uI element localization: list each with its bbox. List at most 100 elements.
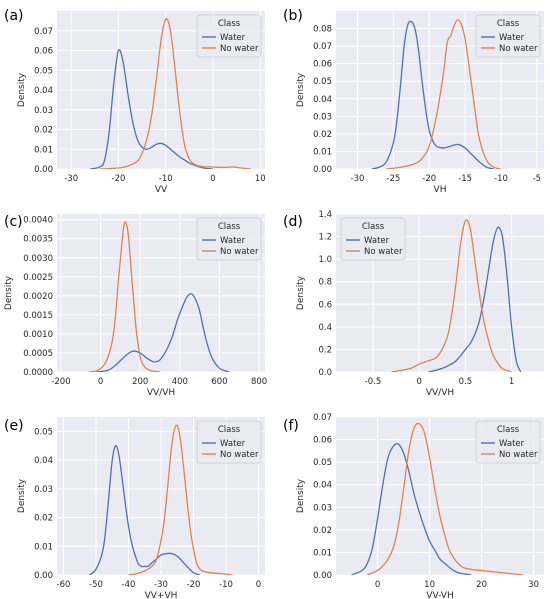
y-tick-label: 0.00 <box>34 165 53 175</box>
x-tick-label: 800 <box>251 377 267 387</box>
x-tick-label: 400 <box>172 377 188 387</box>
y-axis-label: Density <box>17 478 27 513</box>
x-tick-label: -60 <box>57 580 71 590</box>
y-tick-label: 0.02 <box>313 526 332 536</box>
x-tick-label: 1 <box>509 377 514 387</box>
x-axis-label: VV+VH <box>145 591 178 599</box>
density-curve-no-water <box>391 219 512 372</box>
x-axis-label: VV <box>155 185 168 195</box>
panel-label: (b) <box>283 8 303 24</box>
legend-box <box>196 14 262 58</box>
y-tick-label: 0.00 <box>34 571 53 581</box>
y-tick-label: 0.02 <box>34 126 53 136</box>
density-curve-water <box>96 293 230 372</box>
y-tick-label: 0.0 <box>318 368 332 378</box>
x-axis-label: VV/VH <box>426 388 454 398</box>
legend-entry: Water <box>220 33 246 43</box>
legend-entry: No water <box>220 247 259 257</box>
panel-label: (c) <box>4 214 23 230</box>
legend-entry: No water <box>499 44 538 54</box>
x-tick-label: 20 <box>476 580 487 590</box>
panel-label: (d) <box>283 214 303 230</box>
y-tick-label: 0.00 <box>313 571 332 581</box>
x-tick-label: 0 <box>416 377 421 387</box>
y-tick-label: 0.05 <box>313 458 332 468</box>
y-tick-label: 0.0000 <box>23 368 53 378</box>
density-curve-water <box>351 443 472 575</box>
x-tick-label: -15 <box>458 174 472 184</box>
density-curve-no-water <box>128 424 233 575</box>
legend-entry: No water <box>220 450 259 460</box>
density-curve-water <box>89 49 214 169</box>
y-tick-label: 0.06 <box>313 60 332 70</box>
x-tick-label: -30 <box>154 580 168 590</box>
x-tick-label: 0 <box>256 580 261 590</box>
x-tick-label: -30 <box>351 174 365 184</box>
x-tick-label: -30 <box>64 174 78 184</box>
density-curve-water <box>428 226 522 372</box>
legend-title: Class <box>362 222 385 232</box>
legend-title: Class <box>497 19 520 29</box>
density-curve-no-water <box>99 17 251 169</box>
y-tick-label: 0.04 <box>313 95 332 105</box>
legend-entry: No water <box>220 44 259 54</box>
legend-entry: Water <box>364 236 390 246</box>
x-axis-label: VH <box>434 185 447 195</box>
y-axis-label: Density <box>296 478 306 513</box>
x-tick-label: -10 <box>159 174 173 184</box>
legend-title: Class <box>218 222 241 232</box>
legend-title: Class <box>497 425 520 435</box>
x-tick-label: -5 <box>533 174 541 184</box>
density-curve-no-water <box>366 422 524 575</box>
y-tick-label: 0.05 <box>34 66 53 76</box>
y-axis-label: Density <box>296 72 306 107</box>
density-curve-no-water <box>386 19 502 169</box>
x-tick-label: 10 <box>424 580 435 590</box>
x-tick-label: 0 <box>210 174 215 184</box>
y-tick-label: 0.02 <box>313 130 332 140</box>
x-tick-label: 0 <box>98 377 103 387</box>
y-tick-label: 0.04 <box>34 456 53 466</box>
panel-f: 0 10 20 30 0.00 0.01 0.02 0.03 0.04 0.05 0.06 0.07 V… <box>283 413 544 599</box>
x-tick-label: -10 <box>219 580 233 590</box>
y-tick-label: 0.01 <box>34 542 53 552</box>
x-tick-label: -0.5 <box>365 377 382 387</box>
x-tick-label: -20 <box>112 174 126 184</box>
y-axis-label: Density <box>4 275 14 310</box>
y-tick-label: 0.07 <box>313 413 332 423</box>
x-tick-label: 200 <box>132 377 148 387</box>
panel-e: -60 -50 -40 -30 -20 -10 0 0.00 0.01 0.02 0.03 0.04 0… <box>4 417 265 599</box>
y-tick-label: 0.01 <box>34 145 53 155</box>
y-tick-label: 0.08 <box>313 25 332 35</box>
y-tick-label: 0.07 <box>34 27 53 37</box>
y-tick-label: 0.04 <box>34 86 53 96</box>
panel-label: (e) <box>4 418 24 434</box>
y-tick-label: 0.0035 <box>23 235 53 245</box>
y-tick-label: 0.03 <box>34 106 53 116</box>
y-tick-label: 0.8 <box>318 278 332 288</box>
x-tick-label: -25 <box>386 174 400 184</box>
legend-box <box>475 420 541 464</box>
y-tick-label: 0.04 <box>313 481 332 491</box>
legend-entry: No water <box>364 247 403 257</box>
x-axis-label: VV-VH <box>426 591 453 599</box>
y-tick-label: 0.4 <box>318 323 332 333</box>
density-curve-water <box>371 20 494 169</box>
y-tick-label: 0.03 <box>34 485 53 495</box>
legend-entry: Water <box>220 439 246 449</box>
panel-b: -30 -25 -20 -15 -10 -5 0.00 0.01 0.02 0.03 0.04 0.0… <box>283 8 544 195</box>
y-tick-label: 0.05 <box>34 427 53 437</box>
y-tick-label: 1.2 <box>318 233 332 243</box>
y-tick-label: 0.01 <box>313 147 332 157</box>
legend-entry: Water <box>499 439 525 449</box>
legend-box <box>475 14 541 58</box>
y-tick-label: 0.0020 <box>23 292 53 302</box>
y-tick-label: 0.06 <box>34 47 53 57</box>
y-tick-label: 0.0015 <box>23 311 53 321</box>
